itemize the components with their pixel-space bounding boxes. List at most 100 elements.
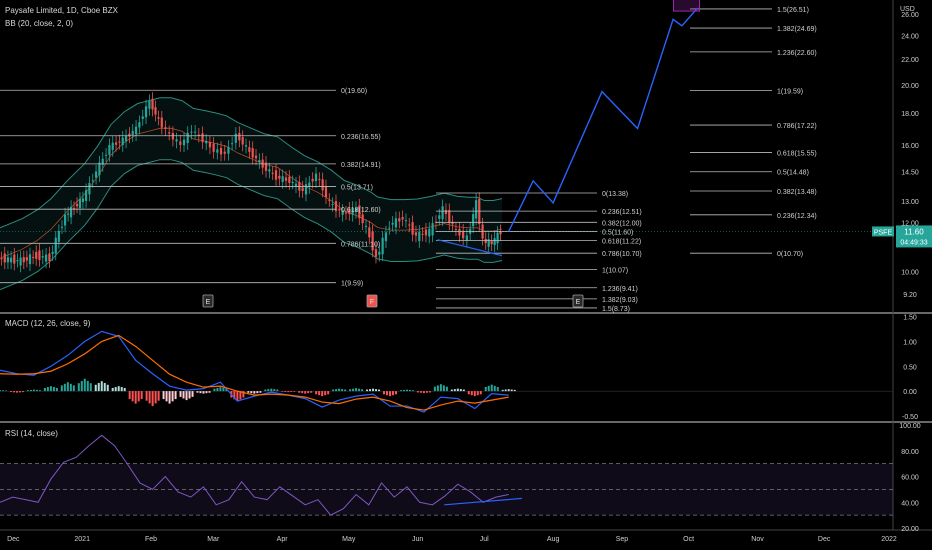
bar-countdown-label: 04:49:33 <box>900 239 927 246</box>
macd-legend: MACD (12, 26, close, 9) <box>5 319 94 328</box>
candle-body <box>384 232 388 242</box>
macd-histogram-bar <box>168 391 171 404</box>
price-axis-tick-label: 14.50 <box>901 169 919 176</box>
rsi-axis-tick-label: 20.00 <box>901 526 919 533</box>
macd-histogram-bar <box>247 391 250 393</box>
rsi-legend: RSI (14, close) <box>5 429 62 438</box>
macd-histogram-bar <box>433 386 436 392</box>
candle-body <box>284 177 288 181</box>
macd-histogram-bar <box>349 389 352 392</box>
macd-histogram-bar <box>123 387 126 392</box>
candle-body <box>22 257 25 263</box>
candle-body <box>258 159 261 163</box>
candle-body <box>179 141 182 145</box>
candle-body <box>25 257 28 261</box>
candle-body <box>197 134 200 136</box>
candle-body <box>67 213 70 215</box>
macd-histogram-bar <box>35 389 38 392</box>
macd-histogram-bar <box>281 391 284 392</box>
macd-histogram-bar <box>2 390 4 392</box>
price-axis-tick-label: 16.00 <box>901 143 919 150</box>
macd-histogram-bar <box>148 391 151 404</box>
candle-body <box>16 260 19 262</box>
macd-histogram-bar <box>185 391 188 401</box>
macd-histogram-bar <box>276 389 279 392</box>
candle-body <box>208 142 212 148</box>
macd-histogram-bar <box>145 391 148 401</box>
candle-body <box>219 147 223 155</box>
macd-histogram-bar <box>383 391 386 395</box>
time-axis-tick-label: Dec <box>7 536 20 543</box>
macd-histogram-bar <box>69 383 72 392</box>
candle-body <box>448 210 451 224</box>
macd-histogram-bar <box>392 391 395 396</box>
candle-body <box>465 235 468 241</box>
macd-histogram-bar <box>52 387 55 392</box>
macd-axis-tick-label: 0.50 <box>903 364 917 371</box>
macd-histogram-bar <box>358 388 361 392</box>
macd-histogram-bar <box>361 389 364 392</box>
candle-body <box>128 133 131 137</box>
macd-histogram-bar <box>137 391 140 402</box>
candle-body <box>175 139 178 142</box>
candle-body <box>308 182 311 187</box>
time-axis-tick-label: 2021 <box>74 536 90 543</box>
macd-histogram-bar <box>55 387 58 392</box>
macd-histogram-bar <box>436 385 439 392</box>
macd-histogram-bar <box>425 391 428 393</box>
time-axis-tick-label: 2022 <box>881 536 897 543</box>
candle-body <box>111 142 114 150</box>
candle-body <box>458 228 461 236</box>
time-axis-tick-label: Dec <box>818 536 831 543</box>
macd-histogram-bar <box>352 388 355 392</box>
candle-body <box>138 122 141 128</box>
candle-body <box>344 212 348 214</box>
candle-body <box>171 132 174 140</box>
macd-signal-line <box>0 334 509 411</box>
candle-body <box>418 231 421 242</box>
macd-histogram-bar <box>366 389 369 392</box>
candle-body <box>288 176 291 183</box>
macd-line <box>0 330 509 413</box>
candle-body <box>434 221 438 223</box>
macd-histogram-bar <box>131 391 134 402</box>
time-axis-tick-label: Sep <box>616 536 629 543</box>
fib-extension-3-level-label: 0.5(14.48) <box>777 170 809 177</box>
macd-histogram-bar <box>375 389 378 392</box>
candle-body <box>108 145 111 155</box>
time-axis-tick-label: Aug <box>547 536 560 543</box>
macd-histogram-bar <box>459 389 462 392</box>
macd-histogram-bar <box>154 391 157 404</box>
macd-histogram-bar <box>89 383 92 392</box>
candle-body <box>354 208 358 212</box>
candle-body <box>311 178 314 182</box>
macd-histogram-bar <box>225 388 228 392</box>
macd-histogram-bar <box>174 391 177 400</box>
macd-histogram-bar <box>405 389 408 392</box>
candle-body <box>81 198 85 203</box>
fib-extension-3-level-label: 1.5(26.51) <box>777 7 809 14</box>
candle-body <box>431 223 434 236</box>
macd-axis-tick-label: 0.00 <box>903 389 917 396</box>
candle-body <box>378 251 381 255</box>
candle-body <box>168 132 171 134</box>
price-axis-tick-label: 13.00 <box>901 199 919 206</box>
macd-histogram-bar <box>202 391 205 394</box>
macd-histogram-bar <box>389 391 392 397</box>
candle-body <box>358 205 361 219</box>
candle-body <box>164 127 167 129</box>
candle-body <box>364 225 368 228</box>
fib-extension-3-level-label: 1.236(22.60) <box>777 50 817 57</box>
fib-extension-3-level-label: 1(19.59) <box>777 88 803 95</box>
macd-histogram-bar <box>94 384 97 392</box>
candle-body <box>248 147 251 152</box>
candle-body <box>227 146 230 154</box>
earnings-marker-icon: E <box>202 294 214 308</box>
candle-body <box>451 222 454 225</box>
candle-body <box>223 151 226 154</box>
time-axis-tick-label: Mar <box>207 536 220 543</box>
macd-histogram-bar <box>242 391 245 398</box>
candle-body <box>301 187 304 192</box>
macd-histogram-bar <box>72 385 75 392</box>
